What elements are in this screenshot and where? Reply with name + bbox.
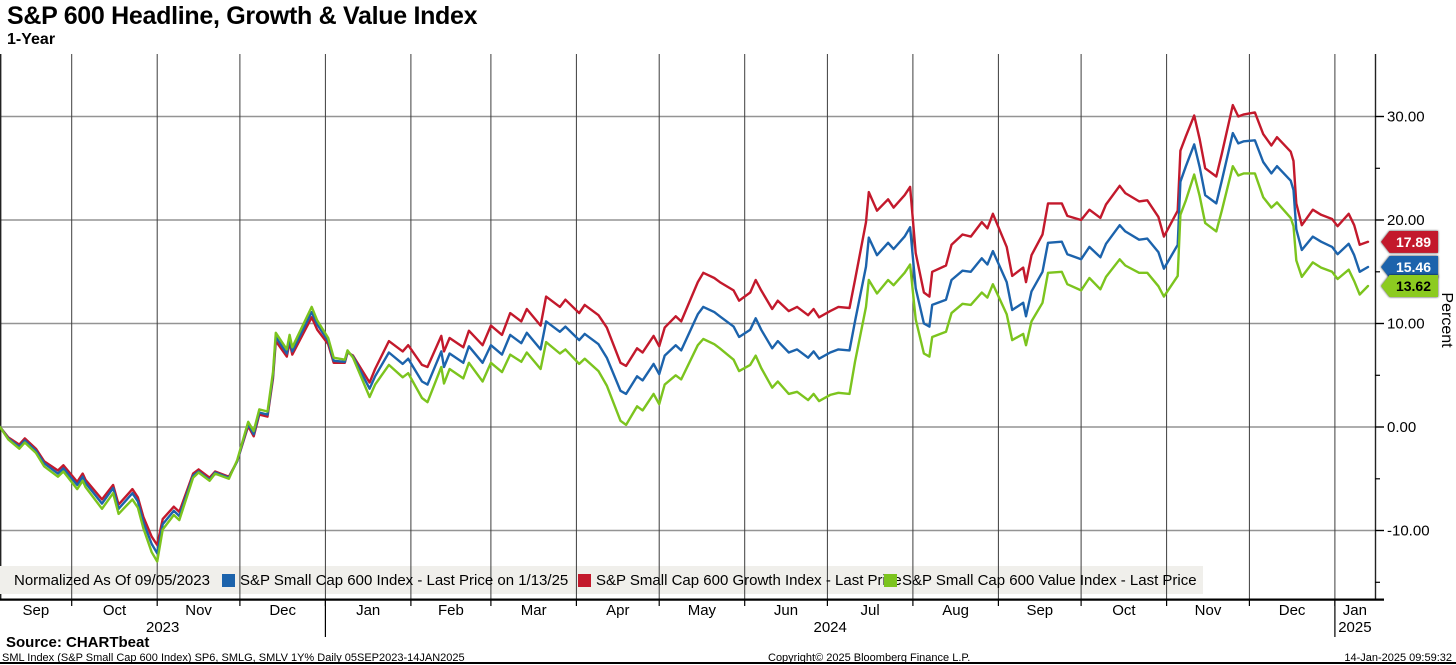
price-tag-growth-value: 17.89 (1381, 230, 1438, 253)
legend-bar: Normalized As Of 09/05/2023 S&P Small Ca… (0, 566, 1203, 594)
chart-period-subtitle: 1-Year (7, 31, 56, 48)
bottom-rule (0, 662, 1456, 664)
chart-header: S&P 600 Headline, Growth & Value Index 1… (7, 2, 478, 49)
price-tag-headline: 15.46 (1381, 255, 1438, 278)
x-axis-month-label: Sep (1026, 602, 1053, 619)
x-axis-month-label: Aug (942, 602, 969, 619)
legend-item-value-index[interactable]: S&P Small Cap 600 Value Index - Last Pri… (884, 566, 1197, 594)
price-tag-value-value: 13.62 (1381, 275, 1438, 298)
x-axis-month-label: Dec (1279, 602, 1306, 619)
y-axis-title: Percent (1438, 292, 1455, 348)
y-tick-label: 30.00 (1387, 109, 1425, 126)
price-tag-value: 13.62 (1381, 275, 1438, 298)
security-description: SML Index (S&P Small Cap 600 Index) SP6,… (2, 652, 465, 664)
y-tick-label: 20.00 (1387, 212, 1425, 229)
x-axis-month-label: Jan (1343, 602, 1367, 619)
legend-band (0, 566, 1203, 594)
x-axis-month-label: Mar (521, 602, 547, 619)
series-lines (0, 103, 1370, 563)
x-axis-month-label: May (688, 602, 717, 619)
y-tick-label: 10.00 (1387, 316, 1425, 333)
x-axis-month-label: Feb (438, 602, 464, 619)
x-axis-month-label: Nov (185, 602, 212, 619)
price-tag-growth: 17.89 (1381, 230, 1438, 253)
headline-index-swatch-icon (222, 573, 235, 587)
y-axis: 30.00 20.00 10.00 0.00 -10.00 Percent (1375, 109, 1455, 583)
chart-plot-area[interactable] (0, 54, 1375, 599)
axis-spines (0, 54, 1384, 601)
x-axis-year-label: 2024 (814, 619, 847, 636)
vertical-gridlines (71, 54, 1336, 599)
timestamp: 14-Jan-2025 09:59:32 (1344, 652, 1452, 664)
x-axis-month-label: Oct (1112, 602, 1136, 619)
x-axis-month-label: Nov (1195, 602, 1222, 619)
legend-normalized-note: Normalized As Of 09/05/2023 (14, 571, 210, 589)
x-axis-month-label: Jan (356, 602, 380, 619)
x-axis-year-label: 2025 (1338, 619, 1371, 636)
y-tick-label: 0.00 (1387, 419, 1416, 436)
page-title: S&P 600 Headline, Growth & Value Index (7, 2, 478, 30)
x-axis-year-label: 2023 (146, 619, 179, 636)
legend-item-growth-index[interactable]: S&P Small Cap 600 Growth Index - Last Pr… (578, 566, 902, 594)
series-line-sp-small-cap-600-value[interactable] (0, 165, 1370, 563)
legend-band-gridlines (71, 566, 1168, 594)
x-axis-month-label: Jul (861, 602, 880, 619)
copyright-notice: Copyright© 2025 Bloomberg Finance L.P. (768, 652, 971, 664)
horizontal-gridlines (0, 115, 1375, 532)
x-axis-month-label: Oct (103, 602, 127, 619)
source-label: Source: CHARTbeat (6, 634, 150, 651)
price-tag-headline-value: 15.46 (1381, 255, 1438, 278)
growth-index-swatch-icon (578, 573, 591, 587)
x-axis-month-label: Jun (774, 602, 798, 619)
y-tick-label: -10.00 (1387, 523, 1430, 540)
x-axis-month-label: Dec (269, 602, 296, 619)
legend-item-headline-index[interactable]: S&P Small Cap 600 Index - Last Price on … (222, 566, 568, 594)
value-index-swatch-icon (884, 573, 897, 587)
x-axis-month-label: Sep (23, 602, 50, 619)
x-axis-month-label: Apr (606, 602, 629, 619)
x-axis: Sep Oct Nov Dec Jan Feb Mar Apr May Jun Jul Aug Sep O… (23, 600, 1372, 637)
